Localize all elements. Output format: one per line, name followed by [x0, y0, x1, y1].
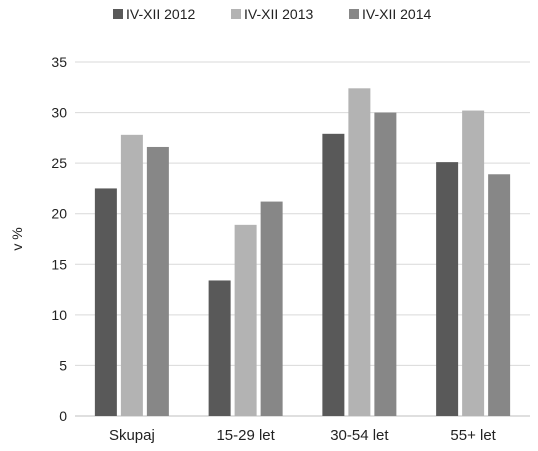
bar — [146, 146, 169, 416]
y-tick-label: 35 — [51, 54, 67, 70]
bar — [374, 112, 397, 417]
bars — [94, 88, 511, 417]
bar — [260, 201, 283, 416]
bar — [348, 88, 371, 416]
y-axis-label: v % — [9, 227, 25, 250]
x-tick-label: 15-29 let — [216, 427, 275, 444]
bar — [462, 110, 485, 416]
y-tick-label: 15 — [51, 256, 67, 272]
x-tick-label: Skupaj — [109, 427, 155, 444]
legend-swatch — [231, 9, 241, 19]
bar — [208, 280, 231, 416]
legend-label: IV-XII 2013 — [244, 6, 313, 22]
y-axis-ticks: 0 5 10 15 20 25 30 35 — [51, 54, 67, 424]
legend-swatch — [113, 9, 123, 19]
bar — [234, 224, 257, 416]
legend-swatch — [349, 9, 359, 19]
y-tick-label: 20 — [51, 206, 67, 222]
legend-label: IV-XII 2012 — [126, 6, 195, 22]
legend: IV-XII 2012 IV-XII 2013 IV-XII 2014 — [113, 6, 431, 22]
bar — [94, 188, 117, 416]
bar — [120, 134, 143, 416]
y-tick-label: 0 — [59, 408, 67, 424]
y-tick-label: 5 — [59, 357, 67, 373]
y-tick-label: 30 — [51, 105, 67, 121]
x-tick-label: 55+ let — [450, 427, 496, 444]
x-axis-ticks: Skupaj 15-29 let 30-54 let 55+ let — [109, 427, 497, 444]
bar — [488, 174, 511, 416]
grid-lines — [75, 61, 530, 417]
bar — [436, 162, 459, 416]
y-tick-label: 25 — [51, 155, 67, 171]
y-tick-label: 10 — [51, 307, 67, 323]
legend-label: IV-XII 2014 — [362, 6, 431, 22]
bar — [322, 133, 345, 416]
x-tick-label: 30-54 let — [330, 427, 389, 444]
